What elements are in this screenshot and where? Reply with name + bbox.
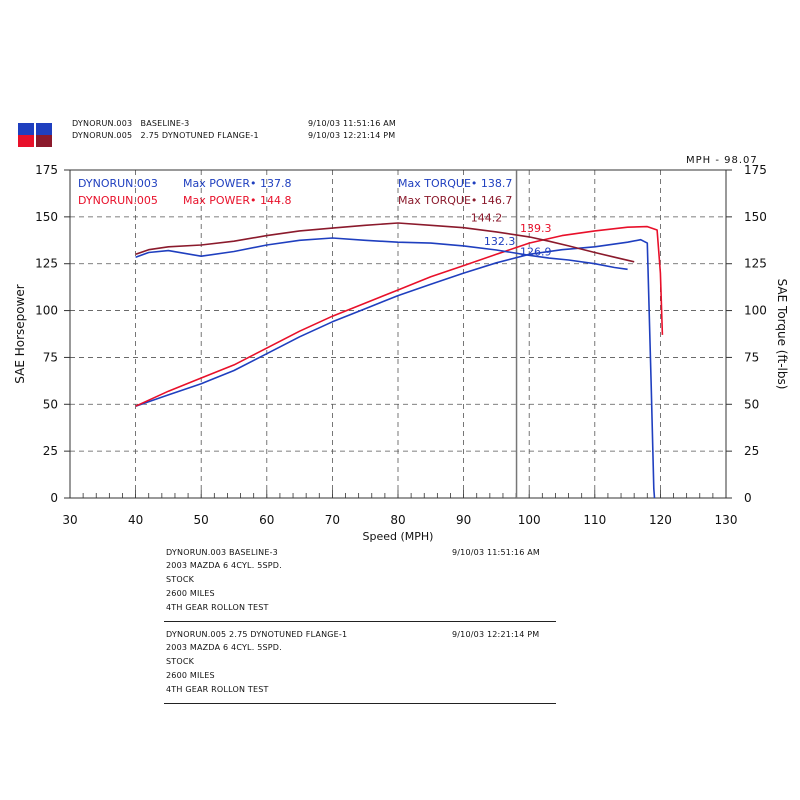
legend-003-power: Max POWER• 137.8 [183,177,291,190]
run-003-swatch-top [18,123,34,135]
y2-tick-label: 25 [744,444,759,458]
chart-grid [70,170,726,498]
y-tick-label: 150 [35,210,58,224]
note-003-line-3: 2600 MILES [166,589,215,598]
note-005-title: DYNORUN.005 2.75 DYNOTUNED FLANGE-1 [166,630,348,639]
series-lines [135,222,664,499]
y2-tick-label: 125 [744,257,767,271]
x-tick-label: 130 [715,513,738,527]
note-003-title: DYNORUN.003 BASELINE-3 [166,548,278,557]
x-tick-label: 90 [456,513,471,527]
x-tick-label: 120 [649,513,672,527]
y2-tick-label: 100 [744,304,767,318]
x-tick-label: 60 [259,513,274,527]
header-run-005: DYNORUN.005 2.75 DYNOTUNED FLANGE-1 [72,131,259,140]
y2-tick-labels: 0 25 50 75 100 125 150 175 [726,163,767,505]
y2-tick-label: 50 [744,397,759,411]
run-005-swatch-top [18,135,34,147]
x-minor-ticks [69,490,727,498]
y2-tick-label: 75 [744,350,759,364]
x-axis-label: Speed (MPH) [363,530,434,543]
y2-tick-label: 150 [744,210,767,224]
legend-005-power: Max POWER• 144.8 [183,194,291,207]
note-005-line-1: 2003 MAZDA 6 4CYL. 5SPD. [166,643,282,652]
series-power-dynorun-003 [135,238,656,499]
y-tick-label: 0 [50,491,58,505]
header-run-005-date: 9/10/03 12:21:14 PM [308,131,396,140]
peak-annotation: 132.3 [484,235,516,248]
peak-annotation: 126.9 [520,245,552,258]
y-axis-label: SAE Horsepower [13,284,27,384]
x-tick-label: 30 [62,513,77,527]
legend-003-torque: Max TORQUE• 138.7 [398,177,512,190]
x-tick-label: 70 [325,513,340,527]
mph-readout: MPH - 98.07 [686,155,758,166]
y2-axis-label: SAE Torque (ft-lbs) [775,279,789,390]
note-005-date: 9/10/03 12:21:14 PM [452,630,540,639]
y-tick-label: 125 [35,257,58,271]
peak-annotation: 144.2 [471,211,503,224]
x-tick-label: 40 [128,513,143,527]
run-005-swatch-bottom [36,135,52,147]
x-tick-label: 110 [583,513,606,527]
header-run-003: DYNORUN.003 BASELINE-3 [72,119,189,128]
header-run-003-name: DYNORUN.003 [72,119,133,128]
legend-003-run: DYNORUN.003 [78,177,158,190]
series-torque-dynorun-005 [135,222,635,263]
header-run-005-desc: 2.75 DYNOTUNED FLANGE-1 [140,131,259,140]
y2-tick-label: 0 [744,491,752,505]
legend-005-run: DYNORUN.005 [78,194,158,207]
y-tick-label: 175 [35,163,58,177]
legend-005-torque: Max TORQUE• 146.7 [398,194,512,207]
x-tick-labels: 30 40 50 60 70 80 90 100 110 120 130 [62,513,737,527]
y-tick-label: 50 [43,397,58,411]
x-tick-label: 80 [390,513,405,527]
note-005-line-3: 2600 MILES [166,671,215,680]
note-003-line-1: 2003 MAZDA 6 4CYL. 5SPD. [166,561,282,570]
run-003-swatch-bottom [36,123,52,135]
y-tick-label: 25 [43,444,58,458]
note-003-line-2: STOCK [166,575,195,584]
peak-annotation: 139.3 [520,222,552,235]
note-005-line-2: STOCK [166,657,195,666]
note-005-line-4: 4TH GEAR ROLLON TEST [166,685,269,694]
y-tick-label: 75 [43,350,58,364]
series-torque-dynorun-003 [135,237,628,271]
peak-annotations: 144.2 139.3 132.3 126.9 [471,211,552,258]
y-tick-labels: 0 25 50 75 100 125 150 175 [35,163,70,505]
y2-tick-label: 175 [744,163,767,177]
x-tick-label: 100 [518,513,541,527]
x-tick-label: 50 [194,513,209,527]
series-power-dynorun-005 [135,225,664,407]
header-run-003-date: 9/10/03 11:51:16 AM [308,119,397,128]
y-tick-label: 100 [35,304,58,318]
note-003-date: 9/10/03 11:51:16 AM [452,548,541,557]
note-bottom-rule [164,703,556,704]
note-divider [164,621,556,622]
note-003-line-4: 4TH GEAR ROLLON TEST [166,603,269,612]
header-run-005-name: DYNORUN.005 [72,131,133,140]
header-run-003-desc: BASELINE-3 [140,119,190,128]
